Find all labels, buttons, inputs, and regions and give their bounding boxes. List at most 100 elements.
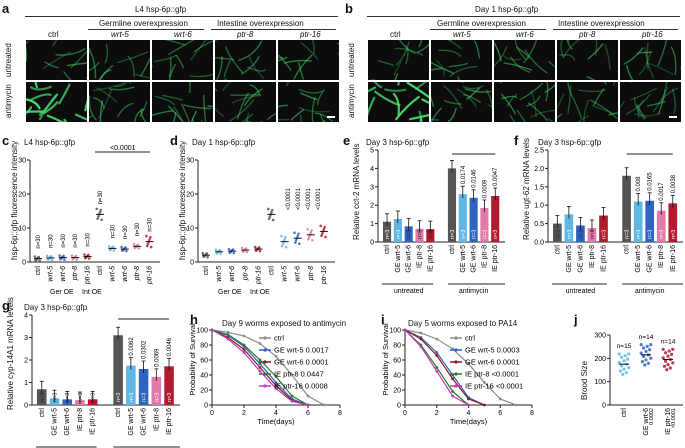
panel-c-y-tick-label: 0 xyxy=(22,260,26,267)
panel-g-label: g xyxy=(2,298,10,313)
panel-g-n-label: n=3 xyxy=(53,393,59,402)
panel-j-data-point xyxy=(617,352,621,356)
panel-d-x-tick-label: ctrl xyxy=(203,266,210,276)
panel-f-n-label: n=3 xyxy=(636,230,642,239)
panel-d-data-point xyxy=(219,252,222,256)
panel-g-n-label: n=3 xyxy=(167,393,173,402)
panel-b-micrograph-wrt-6-untreated xyxy=(494,40,555,80)
panel-i-x-tick-label: 2 xyxy=(435,410,439,417)
panel-j-data-point xyxy=(671,347,675,351)
panel-g-y-tick-label: 1 xyxy=(24,380,28,387)
panel-g-pvalue: 0.0062 xyxy=(129,337,135,356)
panel-d-data-point xyxy=(206,255,209,259)
panel-d-group-label: Int OE xyxy=(250,289,270,296)
panel-b-micrograph-ptr-16-antimycin xyxy=(620,82,681,122)
panel-d-data-point xyxy=(294,239,298,242)
panel-j-data-point xyxy=(670,352,674,356)
panel-j-data-point xyxy=(665,368,669,372)
panel-j-data-point xyxy=(624,371,629,375)
panel-h-x-tick-label: 2 xyxy=(242,410,246,417)
panel-h-x-tick-label: 8 xyxy=(338,410,342,417)
panel-f-y-tick-label: 2.0 xyxy=(534,166,544,173)
panel-c-n-label: n=30 xyxy=(123,225,129,239)
panel-d-data-point xyxy=(232,251,236,255)
panel-g-x-tick-label: GE wrt-5 xyxy=(128,408,135,436)
panel-g-bar xyxy=(113,335,123,405)
panel-i-legend-label: IE ptr-16 <0.0001 xyxy=(465,382,523,391)
panel-c-x-tick-label: wrt-5 xyxy=(47,266,54,282)
panel-f-bar xyxy=(633,201,643,242)
panel-i-legend-marker xyxy=(454,348,458,352)
panel-d-x-tick-label: ptr-16 xyxy=(321,266,328,285)
panel-d-data-point xyxy=(297,232,300,236)
panel-b-micrograph-ptr-16-untreated xyxy=(620,40,681,80)
panel-e-y-tick-label: 1 xyxy=(370,221,374,228)
panel-h-ylabel: Probability of Survival xyxy=(188,323,197,395)
panel-f-x-tick-label: IE ptr-16 xyxy=(670,245,677,272)
panel-c-x-tick-label: wrt-6 xyxy=(60,266,67,282)
panel-e-bar xyxy=(393,219,402,242)
panel-i-legend-label: GE wrt-5 0.0003 xyxy=(465,346,520,355)
panel-e-x-tick-label: IE ptr-16 xyxy=(427,245,434,272)
panel-a-micrograph-ptr-8-antimycin xyxy=(215,82,276,122)
panel-d-data-point xyxy=(283,238,286,241)
panel-d-data-point xyxy=(296,234,300,238)
panel-c-n-label: n=30 xyxy=(135,222,141,236)
panel-c-data-point xyxy=(136,243,140,247)
panel-d-data-point xyxy=(227,247,231,251)
panel-h-legend-label: GE wrt-6 0.0001 xyxy=(274,358,329,367)
panel-f-n-label: n=3 xyxy=(578,230,584,239)
panel-e-n-label: n=3 xyxy=(461,230,467,239)
panel-a-title: L4 hsp-6p::gfp xyxy=(135,5,187,14)
panel-c-data-point xyxy=(38,259,41,262)
panel-d-data-point xyxy=(324,235,327,239)
panel-c-data-point xyxy=(107,245,111,248)
panel-d-y-tick-label: 20 xyxy=(186,192,194,199)
panel-d-data-point xyxy=(322,227,326,231)
panel-f-pvalue: 0.008 xyxy=(636,176,642,192)
panel-f-antimycin-label: antimycin xyxy=(635,288,665,295)
panel-i-x-tick-label: 6 xyxy=(498,410,502,417)
panel-j-data-point xyxy=(621,372,625,376)
panel-d-data-point xyxy=(284,245,288,249)
panel-g-x-tick-label: GE wrt-5 xyxy=(52,408,59,436)
panel-d-pvalue: <0.0001 xyxy=(306,187,312,210)
panel-g-bar xyxy=(126,365,136,405)
panel-c-data-point xyxy=(112,249,116,252)
panel-d-y-tick-label: 0 xyxy=(190,260,194,267)
panel-c-group-label: Ger OE xyxy=(50,289,74,296)
panel-j-data-point xyxy=(649,356,653,360)
panel-c-data-point xyxy=(145,244,149,248)
panel-h-legend-label: ctrl xyxy=(274,334,284,343)
panel-f-pvalue: 0.0165 xyxy=(648,172,654,191)
panel-i-title: Day 5 worms exposed to PA14 xyxy=(408,319,518,328)
panel-f-x-tick-label: GE wrt-6 xyxy=(647,245,654,273)
panel-c-group-label: Int OE xyxy=(82,289,102,296)
panel-g-x-tick-label: GE wrt-6 xyxy=(141,408,148,436)
panel-c-n-label: n=30 xyxy=(73,233,79,247)
panel-g-x-tick-label: IE ptr-16 xyxy=(90,408,97,435)
panel-e-pvalue: 0.0047 xyxy=(493,167,499,186)
panel-a-scale-bar xyxy=(327,116,335,118)
panel-c-data-point xyxy=(58,254,61,257)
panel-c-data-point xyxy=(62,254,65,258)
panel-d-data-point xyxy=(280,234,283,238)
panel-j-y-tick-label: 300 xyxy=(594,333,606,340)
panel-a-micrograph-ptr-8-untreated xyxy=(215,40,276,80)
panel-e-label: e xyxy=(343,133,351,148)
panel-d-data-point xyxy=(294,241,297,244)
panel-a-label: a xyxy=(2,1,10,16)
panel-i-legend-marker xyxy=(454,372,458,376)
panel-g-bar xyxy=(138,369,149,405)
panel-d-data-point xyxy=(257,246,261,249)
panel-c-x-tick-label: wrt-6 xyxy=(122,266,129,282)
panel-f-n-label: n=3 xyxy=(590,230,596,239)
panel-d-x-tick-label: wrt-5 xyxy=(216,266,223,282)
panel-j-data-point xyxy=(666,363,670,367)
panel-e-n-label: n=3 xyxy=(418,230,424,239)
panel-a-micrograph-wrt-5-antimycin xyxy=(89,82,150,122)
panel-g-n-label: n=3 xyxy=(154,393,160,402)
panel-f-bar xyxy=(645,200,655,242)
panel-g-n-label: n=3 xyxy=(116,393,122,402)
panel-g-x-tick-label: ctrl xyxy=(39,408,46,418)
